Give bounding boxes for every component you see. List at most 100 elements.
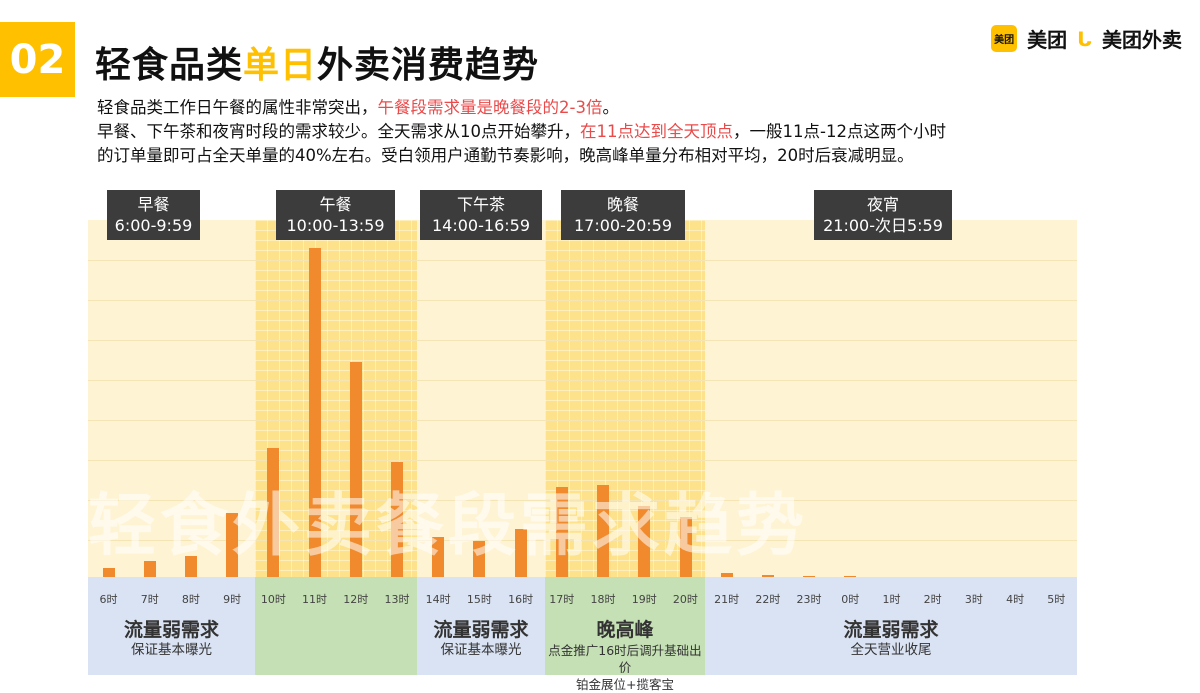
period-name: 晚餐 xyxy=(606,195,639,214)
x-tick-label: 2时 xyxy=(923,593,942,606)
gridline xyxy=(88,380,1077,381)
bar-6时 xyxy=(102,568,115,577)
meituan-logo-badge: 美团 xyxy=(991,25,1018,52)
x-tick-label: 5时 xyxy=(1047,593,1066,606)
x-tick-label: 18时 xyxy=(590,593,616,606)
period-time: 10:00-13:59 xyxy=(286,216,385,235)
x-tick-label: 8时 xyxy=(181,593,200,606)
x-tick-label: 10时 xyxy=(260,593,286,606)
period-label-dinner: 晚餐 17:00-20:59 xyxy=(561,190,685,240)
x-tick-label: 19时 xyxy=(631,593,657,606)
gridline xyxy=(88,460,1077,461)
bar-21时 xyxy=(720,573,733,577)
title-part1: 轻食品类 xyxy=(95,45,244,86)
bar-18时 xyxy=(597,485,610,577)
x-tick-label: 0时 xyxy=(841,593,860,606)
period-label-night: 夜宵 21:00-次日5:59 xyxy=(814,190,952,240)
gridline xyxy=(88,540,1077,541)
gridline xyxy=(88,500,1077,501)
bar-16时 xyxy=(514,529,527,577)
period-time: 21:00-次日5:59 xyxy=(823,216,943,235)
desc-text: 的订单量即可占全天单量的40%左右。受白领用户通勤节奏影响，晚高峰单量分布相对平… xyxy=(97,146,914,165)
section-heading: 流量弱需求 xyxy=(433,619,529,641)
description: 轻食品类工作日午餐的属性非常突出，午餐段需求量是晚餐段的2-3倍。 早餐、下午茶… xyxy=(97,96,946,168)
x-tick-label: 1时 xyxy=(882,593,901,606)
x-tick-label: 13时 xyxy=(384,593,410,606)
bar-10时 xyxy=(267,448,280,577)
section-lunch xyxy=(255,577,417,675)
x-tick-label: 22时 xyxy=(755,593,781,606)
bar-20时 xyxy=(679,517,692,577)
period-label-lunch: 午餐 10:00-13:59 xyxy=(276,190,395,240)
dinner-band xyxy=(545,220,705,577)
gridline xyxy=(88,300,1077,301)
x-tick-label: 6时 xyxy=(99,593,118,606)
section-heading: 流量弱需求 xyxy=(843,619,939,641)
section-sub: 保证基本曝光 xyxy=(131,642,212,658)
title-highlight: 单日 xyxy=(243,45,318,86)
bar-22时 xyxy=(761,575,774,577)
bar-13时 xyxy=(391,462,404,577)
desc-highlight: 在11点达到全天顶点 xyxy=(580,122,733,141)
x-tick-label: 21时 xyxy=(714,593,740,606)
desc-text: 轻食品类工作日午餐的属性非常突出， xyxy=(97,98,378,117)
bar-12时 xyxy=(349,362,362,577)
x-tick-label: 23时 xyxy=(796,593,822,606)
section-dinner: 晚高峰 点金推广16时后调升基础出价铂金展位+揽客宝 xyxy=(545,577,705,692)
section-sub: 点金推广16时后调升基础出价 xyxy=(548,643,702,675)
bar-11时 xyxy=(308,248,321,577)
period-time: 6:00-9:59 xyxy=(114,216,193,235)
bar-15时 xyxy=(473,541,486,577)
bar-7时 xyxy=(143,561,156,577)
waimai-logo-icon: ᒐ xyxy=(1077,26,1092,51)
period-label-breakfast: 早餐 6:00-9:59 xyxy=(107,190,200,240)
desc-text: 。 xyxy=(602,98,619,117)
x-tick-label: 20时 xyxy=(672,593,698,606)
section-tea: 流量弱需求 保证基本曝光 xyxy=(417,577,545,675)
period-time: 17:00-20:59 xyxy=(574,216,672,235)
x-tick-label: 4时 xyxy=(1006,593,1025,606)
gridline xyxy=(88,260,1077,261)
x-tick-label: 16时 xyxy=(508,593,534,606)
desc-highlight: 午餐段需求量是晚餐段的2-3倍 xyxy=(377,98,603,117)
bar-17时 xyxy=(555,487,568,577)
section-breakfast: 流量弱需求 保证基本曝光 xyxy=(88,577,255,675)
section-heading: 晚高峰 xyxy=(596,619,654,641)
section-night: 流量弱需求 全天营业收尾 xyxy=(705,577,1077,675)
x-tick-label: 12时 xyxy=(343,593,369,606)
period-time: 14:00-16:59 xyxy=(432,216,530,235)
x-tick-label: 11时 xyxy=(302,593,328,606)
x-tick-label: 3时 xyxy=(964,593,983,606)
x-tick-label: 17时 xyxy=(549,593,575,606)
section-sub: 全天营业收尾 xyxy=(850,642,932,658)
bar-23时 xyxy=(803,576,816,577)
bar-9时 xyxy=(226,513,239,577)
x-tick-label: 7时 xyxy=(140,593,159,606)
title-part2: 外卖消费趋势 xyxy=(317,45,540,86)
lunch-band xyxy=(255,220,417,577)
x-tick-label: 9时 xyxy=(223,593,242,606)
meituan-logo: 美团 xyxy=(1027,28,1068,52)
section-number: 02 xyxy=(0,22,75,97)
bar-0时 xyxy=(844,576,857,577)
x-tick-label: 14时 xyxy=(425,593,451,606)
period-name: 下午茶 xyxy=(456,195,505,214)
x-tick-label: 15时 xyxy=(466,593,492,606)
desc-text: 早餐、下午茶和夜宵时段的需求较少。全天需求从10点开始攀升， xyxy=(97,122,580,141)
period-name: 早餐 xyxy=(137,195,170,214)
bar-8时 xyxy=(185,556,198,577)
bar-19时 xyxy=(638,506,651,577)
bar-chart xyxy=(88,220,1077,577)
bar-14时 xyxy=(432,537,445,577)
period-name: 午餐 xyxy=(319,195,352,214)
gridline xyxy=(88,420,1077,421)
section-heading: 流量弱需求 xyxy=(123,619,219,641)
waimai-logo: 美团外卖 xyxy=(1102,28,1182,52)
page-title: 轻食品类单日外卖消费趋势 xyxy=(95,36,539,88)
period-name: 夜宵 xyxy=(866,195,899,214)
gridline xyxy=(88,340,1077,341)
section-sub2: 铂金展位+揽客宝 xyxy=(576,677,674,692)
period-label-tea: 下午茶 14:00-16:59 xyxy=(420,190,542,240)
logos: 美团 美团 ᒐ 美团外卖 xyxy=(991,24,1182,53)
watermark: 轻食外卖餐段需求趋势 xyxy=(88,487,809,566)
